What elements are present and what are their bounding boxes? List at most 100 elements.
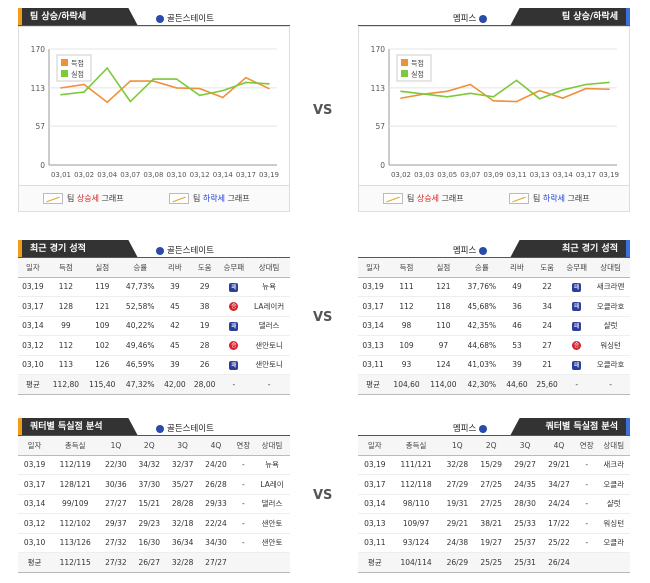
data-point [492,95,495,98]
table-cell: 44,60 [501,374,533,395]
table-cell: 25/25 [474,552,509,573]
memphis-logo-icon [479,424,487,433]
table-cell: 27/25 [474,494,509,514]
table-cell: 03,11 [358,355,389,375]
table-cell: 16/30 [132,533,166,553]
down-trend-legend[interactable]: 팀 하락세 그래프 [169,193,250,204]
table-cell: 평균 [18,552,52,573]
column-header: 도움 [532,258,563,278]
table-cell: 29/33 [199,494,233,514]
column-header: 1Q [440,436,475,456]
trend-title: 팀 상승/하락세 [18,8,138,26]
table-cell: 32/28 [165,552,200,573]
table-cell: 17/22 [542,513,576,534]
trend-graph-icon [383,193,403,204]
x-tick-label: 03,11 [507,171,527,179]
y-tick-label: 113 [31,84,46,93]
table-cell: 15/21 [132,494,166,514]
column-header: 총득실 [391,436,441,456]
team-name: 멤피스 [453,12,490,24]
data-point [538,98,541,100]
table-cell: 03,17 [18,296,48,317]
table-cell: 샌안토 [253,533,290,553]
table-cell: 오클라 [597,474,630,495]
table-cell: 36 [501,296,533,317]
table-cell: 22/24 [199,513,233,534]
data-point [469,92,472,95]
data-point [245,81,247,84]
up-trend-legend[interactable]: 팀 상승세 그래프 [383,193,464,204]
legend-swatch [61,70,68,77]
table-cell: 03,10 [18,533,52,553]
golden-state-logo-icon [156,246,164,255]
table-cell: 새크라멘 [591,277,630,297]
table-cell: 112/115 [51,552,100,573]
down-trend-legend[interactable]: 팀 하락세 그래프 [509,193,590,204]
column-header: 리바 [501,258,533,278]
data-point [83,83,85,86]
series-line-allowed [400,79,610,100]
table-cell: 128/121 [51,474,100,495]
result-cell: 패 [562,296,592,317]
table-cell: 03,12 [18,513,52,534]
table-cell: 115,40 [84,374,121,395]
recent-title: 최근 경기 성적 [18,240,138,258]
column-header: 상대팀 [591,258,630,278]
team-name: 골든스테이트 [156,244,214,256]
x-tick-label: 03,03 [414,171,434,179]
table-cell: 25/33 [508,513,543,534]
table-cell: 25/22 [542,533,576,553]
table-row: 03,14 99 109 40,22% 42 19 패 댈러스 [18,316,290,336]
table-cell: 29 [189,277,220,297]
result-badge: 승 [572,341,582,351]
table-cell: 39 [160,277,190,297]
result-badge: 패 [229,321,239,331]
data-point [585,83,587,86]
up-trend-legend[interactable]: 팀 상승세 그래프 [43,193,124,204]
table-cell: 24/24 [542,494,576,514]
table-cell: 39 [501,355,533,375]
table-cell: 03,13 [358,513,392,534]
data-point [446,95,449,98]
right-line-chart: 0 57 113 170 03,02 03,03 03,05 03,07 03,09 03,11 0… [358,26,630,186]
x-tick-label: 03,19 [259,171,279,179]
table-cell: 샬럿 [591,316,630,336]
table-cell: 40,22% [120,316,161,336]
right-recent-header: 멤피스 최근 경기 성적 [358,236,630,258]
x-tick-label: 03,12 [190,171,210,179]
table-cell: 41,03% [461,355,502,375]
x-tick-label: 03,17 [236,171,256,179]
column-header: 상대팀 [253,436,290,456]
legend-label: 득점 [71,60,84,68]
x-tick-label: 03,05 [437,171,457,179]
data-point [152,80,155,82]
table-cell: 03,10 [18,355,48,375]
table-cell: 121 [84,296,121,317]
table-cell: 28 [189,335,220,356]
table-cell: 샬럿 [597,494,630,514]
table-cell: - [232,533,254,553]
result-cell: 패 [562,316,592,336]
data-point [423,93,425,95]
table-cell: - [562,374,592,395]
legend-swatch [401,59,408,66]
table-cell: 42,00 [160,374,190,395]
column-header: 연장 [575,436,598,456]
table-cell: 34/30 [199,533,233,553]
column-header: 총득실 [51,436,100,456]
table-cell: 104/114 [391,552,441,573]
table-cell: 28/30 [508,494,543,514]
table-cell: 27/32 [99,533,133,553]
table-cell: 29/37 [99,513,133,534]
x-tick-label: 03,01 [51,171,71,179]
data-point [608,81,610,84]
data-point [129,100,132,103]
table-cell: 25/31 [508,552,543,573]
table-cell: 03,13 [358,335,389,356]
table-cell: - [575,474,598,495]
table-cell: 샌안토 [253,513,290,534]
table-cell: 112,80 [47,374,85,395]
table-cell: 110 [424,316,462,336]
quarter-table: 일자 총득실 1Q 2Q 3Q 4Q 연장 상대팀 03,19 111/121 32/28 15/29… [358,436,630,573]
